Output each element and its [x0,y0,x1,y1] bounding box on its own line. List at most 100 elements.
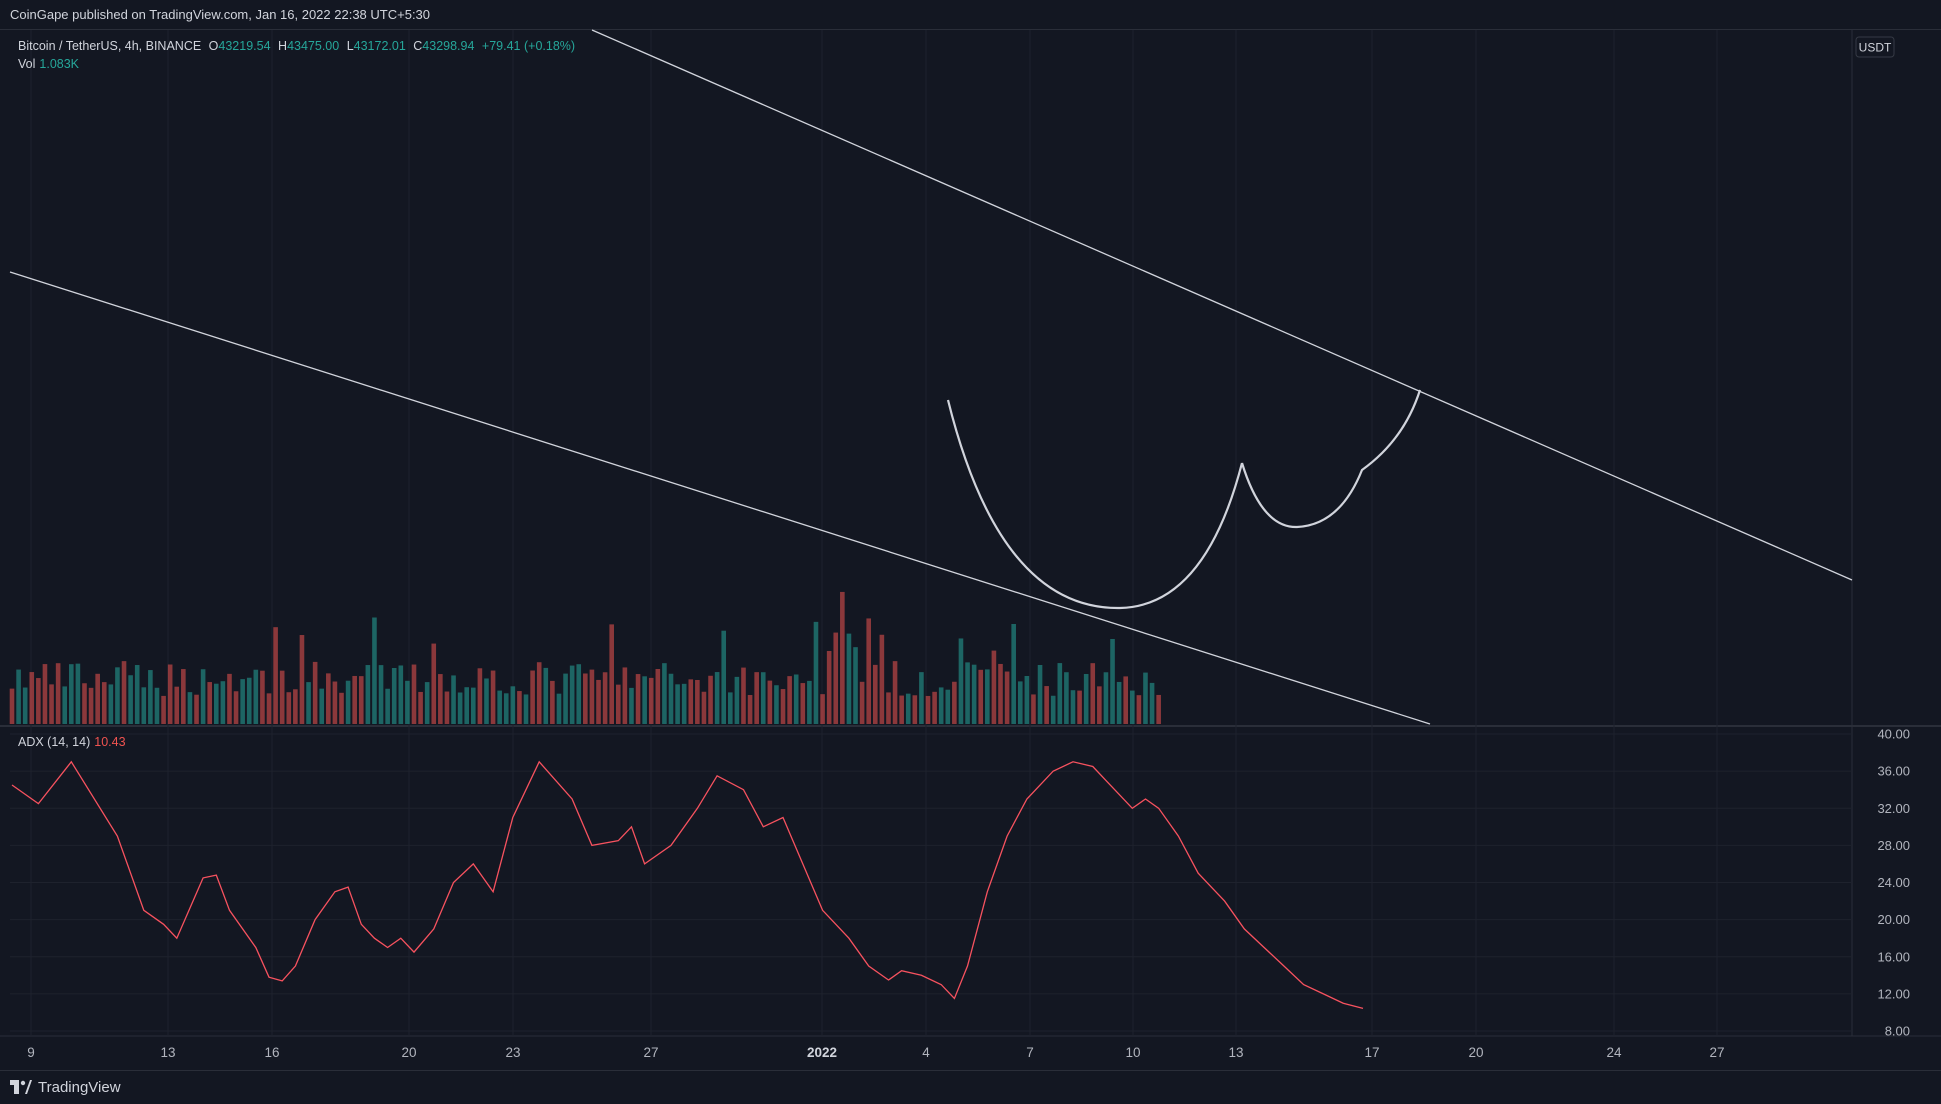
volume-bar [9,688,15,724]
adx-tick-label: 32.00 [1877,801,1910,816]
volume-bar [760,672,766,724]
adx-tick-label: 20.00 [1877,912,1910,927]
time-tick-label: 27 [643,1045,658,1060]
volume-bar [207,682,212,724]
time-tick-label: 9 [27,1045,35,1060]
volume-bar [1044,686,1049,724]
volume-bar [774,685,779,724]
volume-bar [543,667,549,724]
volume-bar [1017,681,1023,724]
volume-bar [609,624,614,724]
volume-bar [16,669,21,724]
time-tick-label: 20 [401,1045,416,1060]
adx-indicator [11,760,1364,1010]
volume-bar [326,673,331,724]
volume-bar [681,683,687,724]
volume-bar [662,663,667,724]
volume-bar [148,670,153,724]
change-value: +79.41 (+0.18%) [481,39,576,53]
volume-bar [576,664,582,724]
volume-bar [134,665,140,724]
volume-bar [945,689,951,724]
volume-bar [721,630,727,724]
volume-bar [886,692,891,724]
volume-bar [49,684,54,724]
adx-label: ADX (14, 14) [18,735,91,749]
time-tick-label: 17 [1364,1045,1379,1060]
volume-bar [820,694,825,724]
volume-bar [1156,694,1161,724]
symbol-legend[interactable]: Bitcoin / TetherUS, 4h, BINANCE O43219.5… [18,39,579,53]
currency-label: USDT [1859,41,1892,55]
volume-bar [642,676,647,724]
volume-bar [36,678,41,724]
volume-bar [800,683,806,724]
volume-bar [88,687,94,724]
volume-bar [1103,672,1109,724]
volume-bar [813,621,819,724]
volume-bar [563,673,568,724]
volume-bar [965,662,970,724]
volume-bar [352,675,357,724]
volume-bar [29,672,35,724]
volume-bar [477,668,483,724]
volume-bar [451,675,456,724]
volume-bar [424,682,430,724]
volume-bar [484,678,489,724]
time-tick-label: 7 [1026,1045,1034,1060]
volume-bar [708,675,713,724]
volume-bar [958,638,964,724]
volume-bar [293,689,298,724]
volume-bar [358,676,364,724]
volume-bar [754,672,759,724]
volume-bar [734,676,740,724]
volume-bar [194,694,199,724]
volume-bar [213,683,219,724]
volume-bar [978,669,984,724]
volume-bar [780,689,786,724]
volume-bar [622,667,628,724]
brand-name: TradingView [38,1079,121,1096]
volume-bar [167,664,173,724]
volume-bar [523,694,529,724]
volume-bar [833,632,839,724]
volume-bar [385,688,390,724]
volume-legend[interactable]: Vol 1.083K [18,57,83,71]
volume-bar [82,683,87,724]
volume-bar [1123,676,1129,724]
volume-bar [866,618,871,724]
adx-tick-label: 12.00 [1877,986,1910,1001]
volume-bar [339,692,344,724]
time-tick-label: 27 [1709,1045,1724,1060]
volume-bar [319,688,325,724]
volume-bar [892,661,898,724]
volume-bar [675,684,680,724]
volume-bar [1031,694,1036,724]
volume-bar [174,686,180,724]
high-value: 43475.00 [287,39,340,53]
volume-bar [807,680,812,724]
lower-trendline [9,271,1431,725]
volume-bar [431,643,437,724]
volume-bar [787,676,792,724]
volume-bar [872,664,878,724]
volume-bar [550,680,555,724]
volume-bar [925,695,931,724]
volume-bar [1097,686,1102,724]
volume-bar [517,691,522,724]
time-tick-label: 2022 [807,1045,837,1060]
trend-overlays: 39707.3343298.9402:47:06 [9,29,1853,725]
volume-bar [846,633,852,724]
volume-bar [220,681,226,724]
volume-bar [444,691,450,724]
adx-legend[interactable]: ADX (14, 14) 10.43 [18,735,130,749]
volume-bar [714,672,720,724]
volume-bar [273,627,278,724]
low-label: L [346,39,354,53]
volume-bar [569,665,575,724]
volume-bar [510,686,516,724]
volume-bar [589,669,595,724]
time-tick-label: 20 [1468,1045,1483,1060]
volume-bar [154,687,160,724]
